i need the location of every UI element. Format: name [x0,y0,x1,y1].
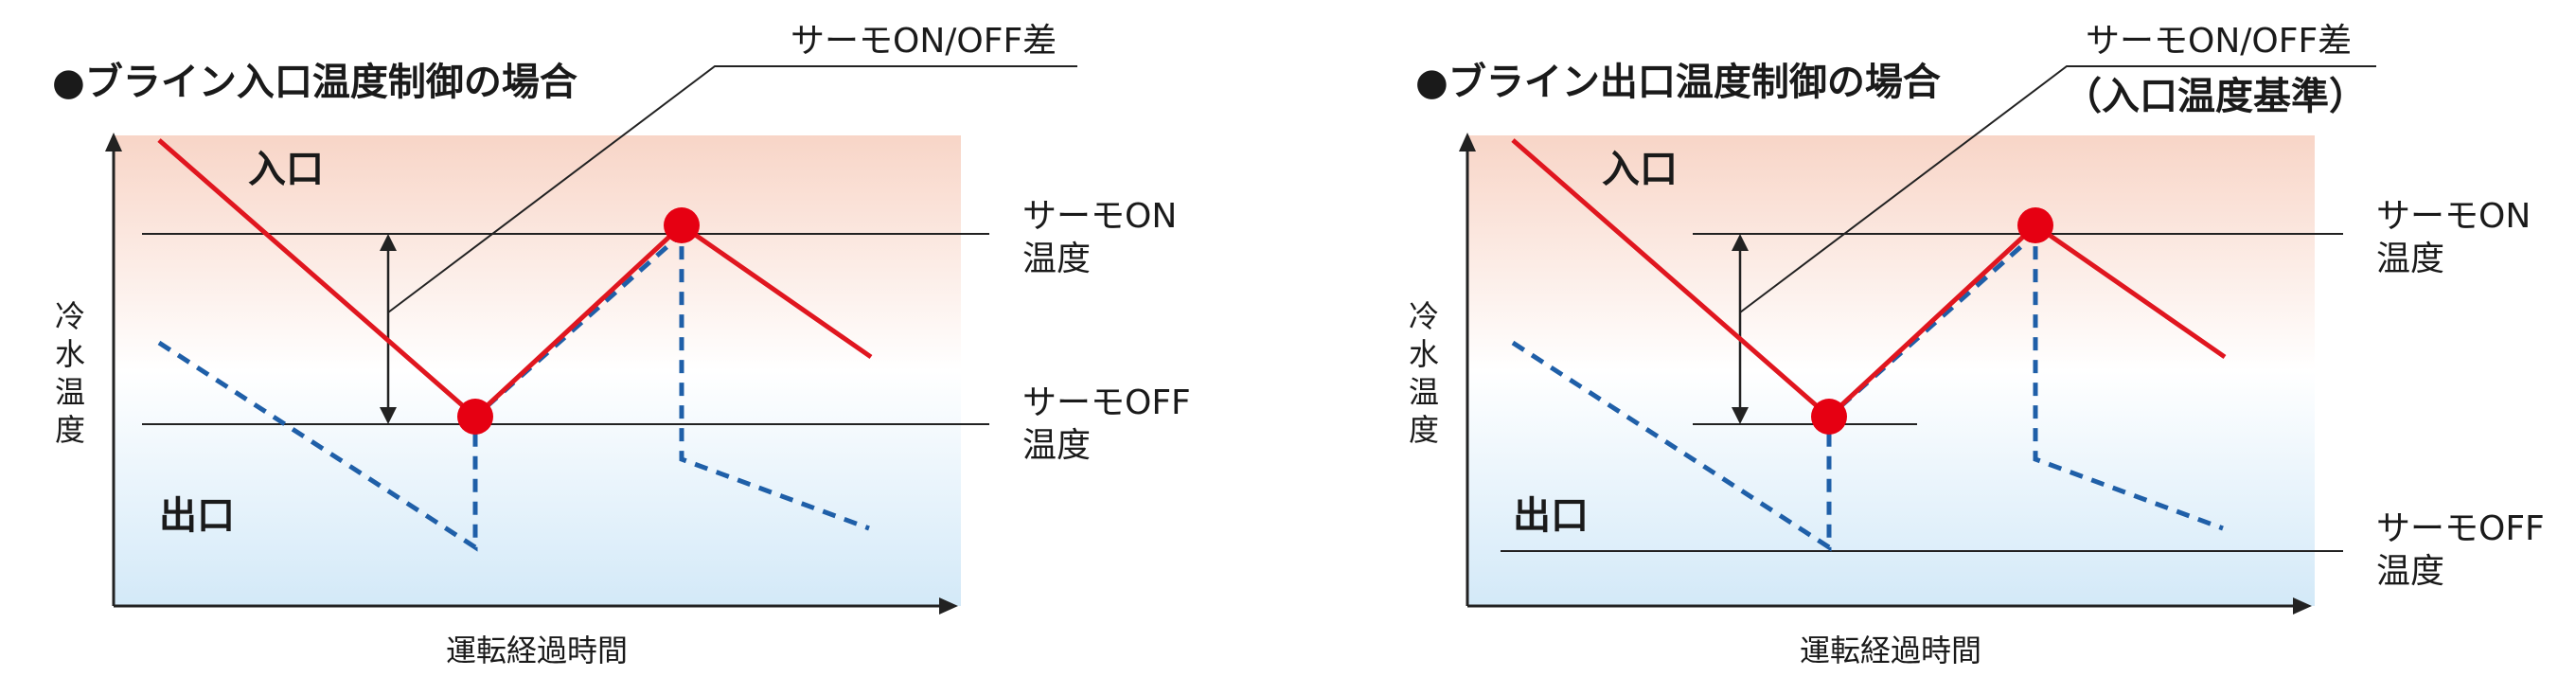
right-y-axis-arrow-icon [1459,133,1476,151]
right-thermo-on-marker [2017,207,2053,243]
left-panel: ●ブライン入口温度制御の場合 サーモON/OFF差 入口 出口 サーモON 温度… [52,22,1191,668]
right-callout-leader [1739,65,2376,313]
left-inlet-temp-line [157,138,873,420]
right-xlabel: 運転経過時間 [1800,632,1981,668]
left-zone-inlet-label: 入口 [248,148,324,191]
left-diff-arrow-down-icon [380,407,397,424]
left-plot-background [114,135,961,606]
left-diff-arrow-up-icon [380,234,397,251]
right-thermo-on-label-2: 温度 [2376,240,2444,278]
left-x-axis-arrow-icon [939,597,958,615]
left-thermo-off-label-2: 温度 [1022,426,1091,465]
right-panel-title: ●ブライン出口温度制御の場合 [1415,61,1941,104]
right-plot-background [1467,135,2315,606]
left-ylabel-char-0: 冷 [55,298,85,334]
left-zone-outlet-label: 出口 [159,494,235,538]
left-y-axis-arrow-icon [105,133,122,151]
right-diff-arrow-up-icon [1732,234,1749,251]
right-thermo-off-label-1: サーモOFF [2376,509,2545,548]
right-outlet-temp-line [1511,228,2224,552]
right-thermo-off-label-2: 温度 [2376,552,2444,591]
right-callout-label-2: （入口温度基準） [2064,75,2367,118]
left-panel-title: ●ブライン入口温度制御の場合 [52,61,577,104]
right-diff-arrow-down-icon [1732,407,1749,424]
right-thermo-on-label-1: サーモON [2376,197,2531,236]
left-thermo-on-marker [664,207,700,243]
right-callout-label-1: サーモON/OFF差 [2086,22,2352,61]
left-thermo-off-marker [457,399,493,435]
right-zone-inlet-label: 入口 [1602,148,1678,191]
right-panel: ●ブライン出口温度制御の場合 サーモON/OFF差 （入口温度基準） 入口 出口… [1409,22,2545,668]
left-thermo-on-label-2: 温度 [1022,240,1091,278]
left-callout-label: サーモON/OFF差 [791,22,1057,61]
right-x-axis-arrow-icon [2293,597,2312,615]
left-thermo-on-label-1: サーモON [1022,197,1177,236]
left-xlabel: 運転経過時間 [446,632,628,668]
right-zone-outlet-label: 出口 [1513,494,1589,538]
right-thermo-off-marker [1811,399,1847,435]
left-ylabel-char-2: 温 [55,374,85,410]
right-ylabel-char-2: 温 [1409,374,1439,410]
right-ylabel-char-3: 度 [1409,412,1439,448]
left-ylabel-char-3: 度 [55,412,85,448]
right-ylabel-char-0: 冷 [1409,298,1439,334]
left-ylabel-char-1: 水 [55,336,85,372]
right-ylabel-char-1: 水 [1409,336,1439,372]
left-outlet-temp-line [157,228,870,552]
left-callout-leader [387,65,1077,313]
right-inlet-temp-line [1511,138,2227,420]
left-thermo-off-label-1: サーモOFF [1022,383,1191,422]
